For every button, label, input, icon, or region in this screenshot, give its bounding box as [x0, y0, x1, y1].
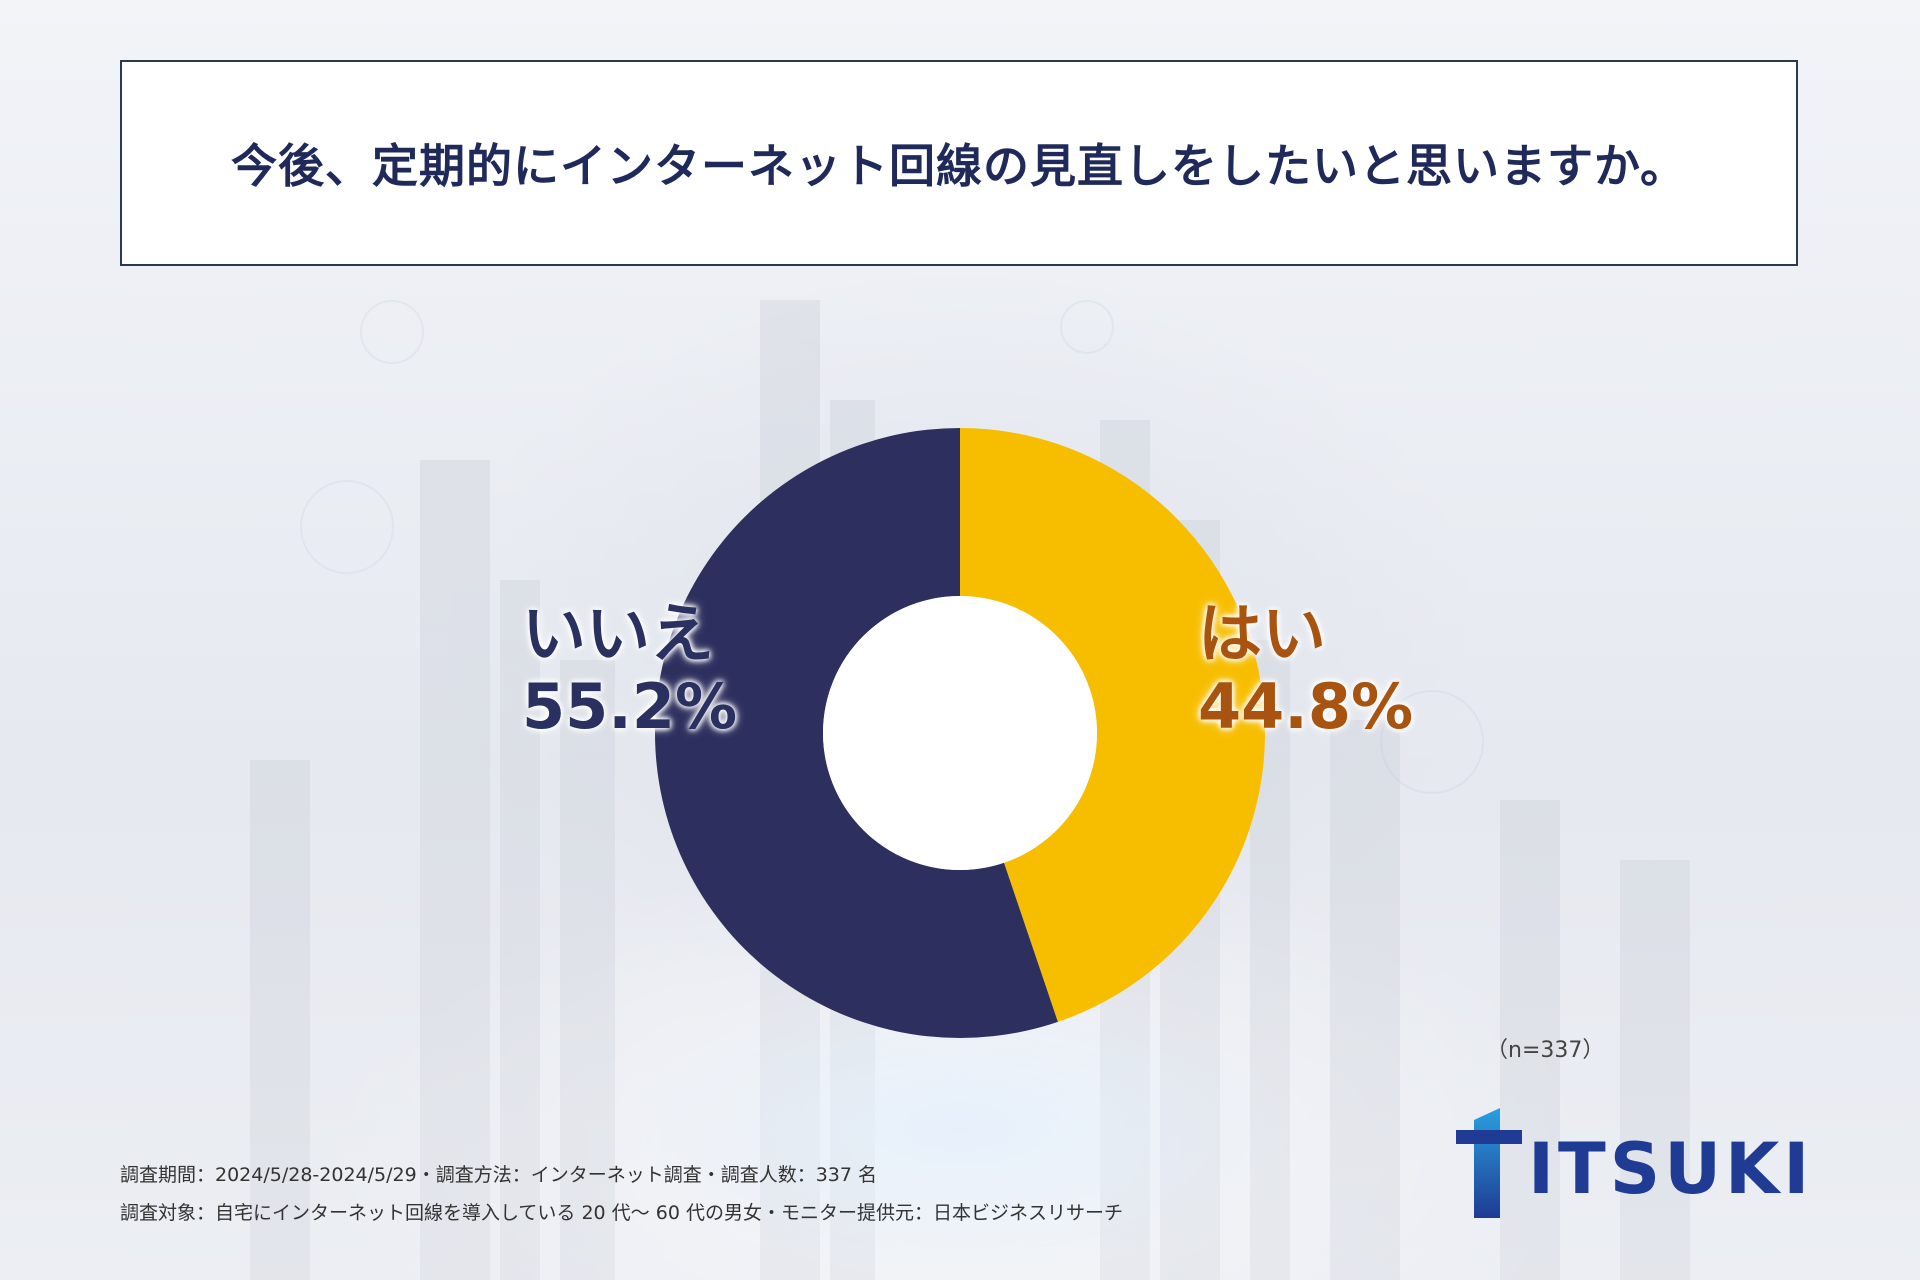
pie-slice-no	[655, 428, 1058, 1038]
itsuki-logo-icon	[1456, 1108, 1522, 1218]
survey-period-note: 調査期間：2024/5/28-2024/5/29・調査方法：インターネット調査・…	[120, 1164, 878, 1186]
survey-target-note: 調査対象：自宅にインターネット回線を導入している 20 代～ 60 代の男女・モ…	[120, 1202, 1123, 1224]
logo-text: ITSUKI	[1528, 1128, 1814, 1210]
slice-name-no: いいえ	[522, 598, 714, 672]
slice-percent-yes: 44.8%	[1198, 669, 1414, 743]
sample-size-label: （n=337）	[1486, 1038, 1605, 1063]
question-title: 今後、定期的にインターネット回線の見直しをしたいと思いますか。	[230, 139, 1688, 193]
slice-percent-no: 55.2%	[522, 669, 738, 743]
donut-hole	[823, 596, 1097, 870]
pie-slice-yes	[960, 428, 1266, 1022]
slice-name-yes: はい	[1198, 598, 1326, 672]
slice-label-yes: はい 44.8%	[1198, 598, 1414, 743]
slice-label-no: いいえ 55.2%	[522, 598, 738, 743]
question-title-box: 今後、定期的にインターネット回線の見直しをしたいと思いますか。	[120, 60, 1798, 266]
